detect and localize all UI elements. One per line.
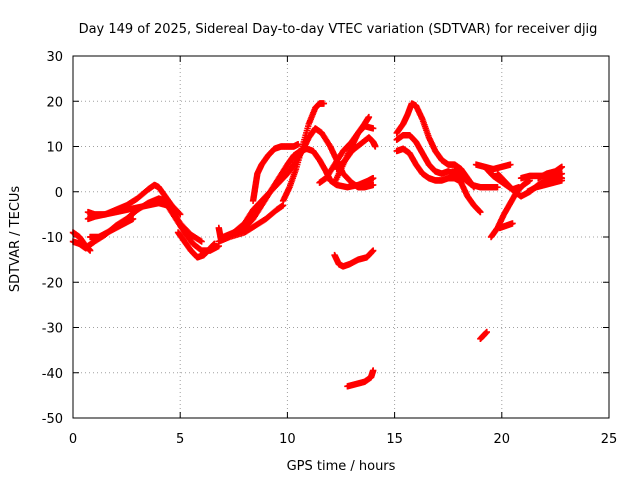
x-tick-label: 25 xyxy=(601,432,618,447)
points-layer xyxy=(69,100,566,390)
data-point xyxy=(177,211,184,218)
x-tick-label: 0 xyxy=(69,432,77,447)
y-tick-label: 20 xyxy=(46,95,63,110)
data-point xyxy=(494,184,501,191)
x-tick-label: 15 xyxy=(386,432,403,447)
x-axis-label: GPS time / hours xyxy=(287,459,396,474)
series-s17 xyxy=(331,247,377,270)
series-s2 xyxy=(69,238,90,252)
data-point xyxy=(369,174,377,182)
series-s19 xyxy=(393,100,478,191)
data-point xyxy=(211,240,218,247)
data-point xyxy=(477,208,484,216)
series-s12 xyxy=(249,141,302,204)
series-s31 xyxy=(535,163,566,182)
y-axis-label: SDTVAR / TECUs xyxy=(8,186,23,293)
data-point xyxy=(369,181,377,189)
data-point xyxy=(369,125,377,132)
data-point xyxy=(507,161,514,168)
series-s5 xyxy=(84,199,222,254)
grid-layer xyxy=(73,56,609,418)
x-tick-label: 20 xyxy=(494,432,511,447)
y-tick-label: -40 xyxy=(42,367,63,382)
series-s22 xyxy=(451,165,501,191)
y-tick-label: -50 xyxy=(42,412,63,427)
series-s18 xyxy=(344,367,377,390)
series-s32 xyxy=(477,328,490,343)
y-tick-label: 0 xyxy=(55,186,63,201)
data-point xyxy=(129,215,137,223)
series-s29 xyxy=(517,172,566,182)
data-point xyxy=(509,220,516,227)
series-s7 xyxy=(174,229,218,261)
data-point xyxy=(558,163,566,171)
x-tick-label: 5 xyxy=(176,432,184,447)
series-s13 xyxy=(279,100,328,204)
series-s30 xyxy=(524,177,566,195)
y-tick-label: -10 xyxy=(42,231,63,246)
y-tick-label: -30 xyxy=(42,322,63,337)
data-point xyxy=(198,238,205,245)
data-point xyxy=(558,177,566,184)
data-point xyxy=(365,113,373,121)
series-s16 xyxy=(333,134,379,173)
data-point xyxy=(369,367,377,374)
data-point xyxy=(86,247,94,254)
ticks-layer: 0 5 10 15 20 25 -50 -40 -30 -20 -10 0 10 20 30 xyxy=(42,50,618,447)
data-point xyxy=(483,328,490,336)
series-s15 xyxy=(331,113,373,186)
chart-title: Day 149 of 2025, Sidereal Day-to-day VTE… xyxy=(79,22,598,37)
series-s21 xyxy=(393,131,484,216)
data-point xyxy=(372,143,379,150)
y-tick-label: 30 xyxy=(46,50,63,65)
y-tick-label: -20 xyxy=(42,276,63,291)
series-s26 xyxy=(496,220,516,232)
data-point xyxy=(369,247,377,254)
x-tick-label: 10 xyxy=(279,432,296,447)
plot-frame xyxy=(72,55,610,419)
y-tick-label: 10 xyxy=(46,141,63,156)
data-point xyxy=(176,210,183,217)
series-s6 xyxy=(86,215,137,241)
data-point xyxy=(320,100,328,107)
